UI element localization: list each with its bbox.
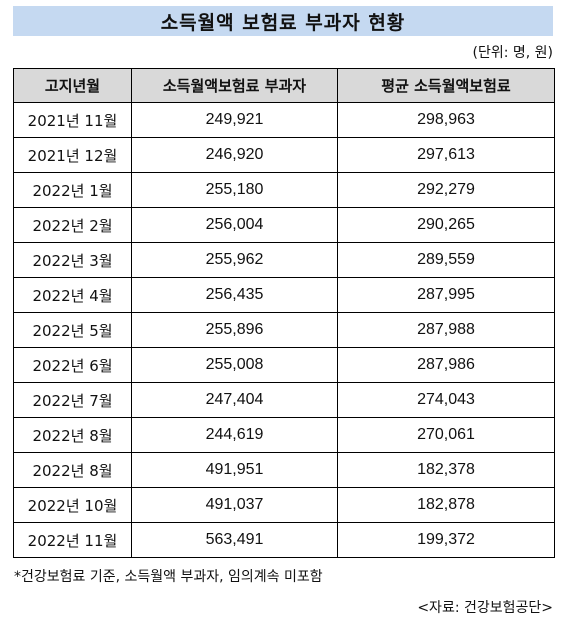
cell-payers: 244,619: [131, 417, 338, 453]
cell-average-premium: 274,043: [337, 382, 555, 418]
cell-average-premium: 270,061: [337, 417, 555, 453]
table-row: 2022년 8월 491,951 182,378: [13, 452, 555, 488]
cell-average-premium: 292,279: [337, 172, 555, 208]
cell-period: 2022년 4월: [13, 277, 132, 313]
unit-label: (단위: 명, 원): [472, 45, 553, 61]
cell-period: 2022년 5월: [13, 312, 132, 348]
cell-average-premium: 290,265: [337, 207, 555, 243]
table-row: 2021년 11월 249,921 298,963: [13, 102, 555, 138]
cell-average-premium: 287,986: [337, 347, 555, 383]
cell-average-premium: 287,988: [337, 312, 555, 348]
table-row: 2022년 2월 256,004 290,265: [13, 207, 555, 243]
cell-payers: 491,951: [131, 452, 338, 488]
cell-period: 2022년 3월: [13, 242, 132, 278]
cell-period: 2021년 11월: [13, 102, 132, 138]
column-header-period: 고지년월: [13, 68, 132, 103]
table-body: 2021년 11월 249,921 298,963 2021년 12월 246,920 2…: [13, 102, 555, 558]
cell-period: 2022년 6월: [13, 347, 132, 383]
page-title: 소득월액 보험료 부과자 현황: [160, 11, 406, 34]
cell-payers: 249,921: [131, 102, 338, 138]
table-row: 2022년 5월 255,896 287,988: [13, 312, 555, 348]
cell-payers: 491,037: [131, 487, 338, 523]
cell-period: 2022년 7월: [13, 382, 132, 418]
table-row: 2022년 4월 256,435 287,995: [13, 277, 555, 313]
cell-period: 2021년 12월: [13, 137, 132, 173]
cell-payers: 255,896: [131, 312, 338, 348]
table-row: 2022년 3월 255,962 289,559: [13, 242, 555, 278]
table-row: 2022년 6월 255,008 287,986: [13, 347, 555, 383]
cell-payers: 255,008: [131, 347, 338, 383]
cell-average-premium: 289,559: [337, 242, 555, 278]
cell-payers: 256,435: [131, 277, 338, 313]
table-header-row: 고지년월 소득월액보험료 부과자 평균 소득월액보험료: [13, 68, 555, 103]
cell-payers: 255,180: [131, 172, 338, 208]
cell-average-premium: 287,995: [337, 277, 555, 313]
cell-payers: 255,962: [131, 242, 338, 278]
data-table: 고지년월 소득월액보험료 부과자 평균 소득월액보험료 2021년 11월 249…: [13, 68, 555, 558]
cell-payers: 256,004: [131, 207, 338, 243]
cell-payers: 246,920: [131, 137, 338, 173]
cell-average-premium: 297,613: [337, 137, 555, 173]
table-row: 2022년 7월 247,404 274,043: [13, 382, 555, 418]
source-note: <자료: 건강보험공단>: [417, 600, 553, 616]
cell-period: 2022년 1월: [13, 172, 132, 208]
cell-period: 2022년 2월: [13, 207, 132, 243]
cell-period: 2022년 8월: [13, 452, 132, 488]
table-row: 2022년 8월 244,619 270,061: [13, 417, 555, 453]
footnote: *건강보험료 기준, 소득월액 부과자, 임의계속 미포함: [14, 569, 323, 585]
cell-payers: 563,491: [131, 522, 338, 558]
table-row: 2022년 10월 491,037 182,878: [13, 487, 555, 523]
table-row: 2021년 12월 246,920 297,613: [13, 137, 555, 173]
cell-period: 2022년 11월: [13, 522, 132, 558]
cell-payers: 247,404: [131, 382, 338, 418]
column-header-average-premium: 평균 소득월액보험료: [337, 68, 555, 103]
title-banner: 소득월액 보험료 부과자 현황: [13, 6, 553, 36]
cell-average-premium: 182,878: [337, 487, 555, 523]
column-header-payers: 소득월액보험료 부과자: [131, 68, 338, 103]
cell-period: 2022년 10월: [13, 487, 132, 523]
cell-period: 2022년 8월: [13, 417, 132, 453]
table-row: 2022년 11월 563,491 199,372: [13, 522, 555, 558]
cell-average-premium: 182,378: [337, 452, 555, 488]
cell-average-premium: 298,963: [337, 102, 555, 138]
table-row: 2022년 1월 255,180 292,279: [13, 172, 555, 208]
cell-average-premium: 199,372: [337, 522, 555, 558]
